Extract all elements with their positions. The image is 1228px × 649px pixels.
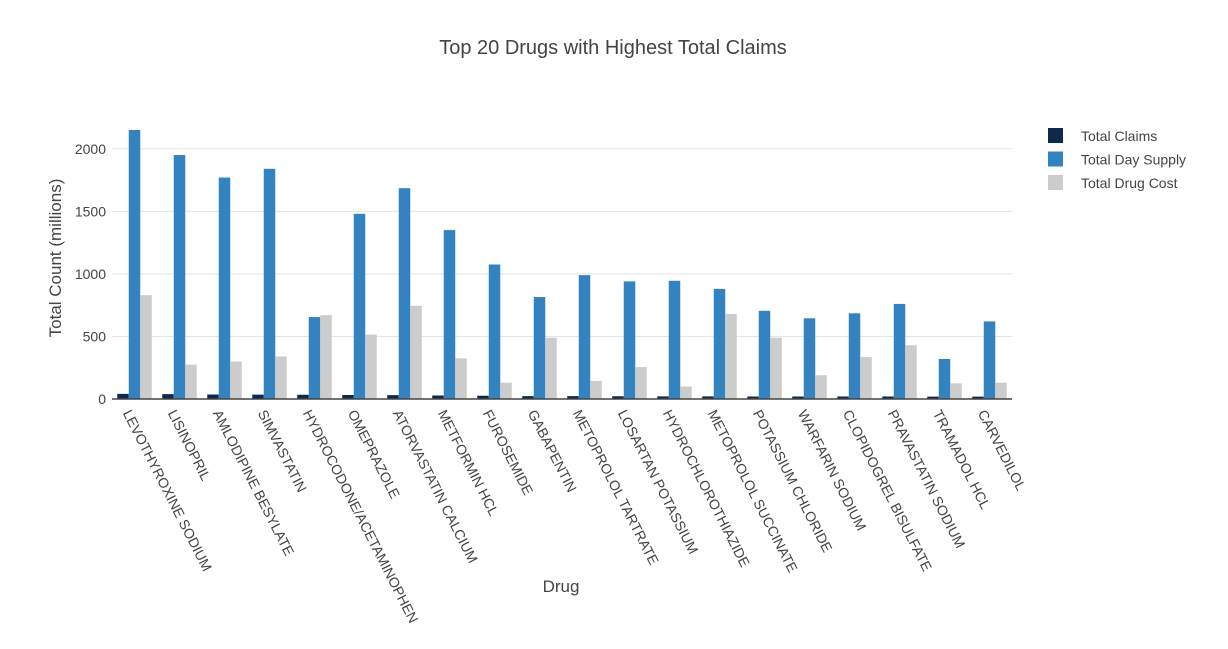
bar — [938, 358, 951, 399]
legend-swatch — [1048, 151, 1063, 167]
bar — [477, 395, 489, 399]
chart-title: Top 20 Drugs with Highest Total Claims — [439, 37, 787, 59]
bar — [522, 396, 534, 399]
bars — [117, 130, 1007, 399]
bar — [770, 337, 782, 399]
y-tick-label: 2000 — [75, 141, 106, 157]
bar — [680, 386, 692, 399]
bar — [713, 288, 726, 399]
x-tick-label: CLOPIDOGREL BISULFATE — [840, 407, 935, 574]
bar — [207, 394, 219, 399]
x-tick-label: POTASSIUM CHLORIDE — [750, 407, 836, 555]
bar — [263, 168, 276, 399]
bar — [623, 281, 636, 399]
bar — [668, 280, 681, 399]
bar — [758, 310, 771, 399]
y-axis-title: Total Count (millions) — [46, 179, 65, 338]
legend-swatch — [1048, 175, 1063, 190]
x-axis-title: Drug — [543, 577, 580, 596]
bar — [815, 375, 827, 399]
bar — [545, 337, 557, 399]
x-tick-label: METOPROLOL TARTRATE — [570, 407, 662, 567]
legend-item[interactable]: Total Claims — [1048, 128, 1157, 144]
bar — [972, 396, 984, 399]
bar — [995, 382, 1007, 399]
bar — [275, 356, 287, 399]
y-tick-label: 500 — [83, 328, 107, 344]
legend-label: Total Day Supply — [1081, 152, 1186, 168]
y-tick-label: 0 — [98, 391, 106, 407]
bar — [725, 313, 737, 399]
bar — [140, 295, 152, 399]
bar — [590, 380, 602, 399]
bar — [117, 393, 129, 399]
bar — [860, 357, 872, 399]
bar — [230, 361, 242, 399]
bar — [387, 395, 399, 399]
bar — [353, 213, 366, 399]
bar — [128, 130, 141, 399]
y-tick-label: 1500 — [75, 203, 106, 219]
bar — [848, 313, 861, 399]
bar — [702, 396, 714, 399]
bar — [983, 321, 996, 399]
bar — [927, 396, 939, 399]
bar — [162, 394, 174, 399]
series-total-day-supply — [128, 130, 996, 399]
bar — [297, 394, 309, 399]
bar — [612, 396, 624, 399]
x-tick-label: LISINOPRIL — [165, 407, 214, 483]
x-tick-label: LEVOTHYROXINE SODIUM — [120, 407, 215, 574]
bar — [837, 396, 849, 399]
bar — [342, 394, 354, 399]
bar — [792, 396, 804, 399]
bar — [893, 303, 906, 399]
legend-item[interactable]: Total Day Supply — [1048, 151, 1186, 168]
bar — [488, 264, 501, 399]
x-tick-label: CARVEDILOL — [975, 407, 1030, 493]
legend-item[interactable]: Total Drug Cost — [1048, 175, 1178, 191]
legend: Total Claims Total Day Supply Total Drug C… — [1048, 128, 1186, 191]
bar — [398, 188, 411, 399]
bar — [443, 230, 456, 399]
series-total-claims — [117, 393, 984, 399]
bar — [635, 367, 647, 399]
legend-swatch — [1048, 128, 1063, 143]
bar — [173, 155, 186, 399]
series-total-drug-cost — [140, 295, 1007, 399]
bar — [218, 177, 231, 399]
bar — [578, 275, 591, 399]
bar — [882, 396, 894, 399]
bar — [500, 382, 512, 399]
x-tick-label: HYDROCHLOROTHIAZIDE — [660, 407, 753, 570]
y-tick-label: 1000 — [75, 266, 106, 282]
legend-label: Total Claims — [1081, 128, 1157, 144]
legend-label: Total Drug Cost — [1081, 175, 1178, 191]
bar — [365, 334, 377, 399]
bar — [657, 396, 669, 399]
bar — [533, 297, 546, 399]
x-tick-label: LOSARTAN POTASSIUM — [615, 407, 702, 556]
bar — [455, 358, 467, 399]
x-tick-label: ATORVASTATIN CALCIUM — [390, 407, 481, 565]
bar — [252, 394, 264, 399]
bar — [320, 315, 332, 399]
bar — [905, 345, 917, 399]
bar — [308, 317, 321, 399]
x-tick-label: AMLODIPINE BESYLATE — [210, 407, 298, 558]
bar — [567, 396, 579, 399]
y-axis: 0 500 1000 1500 2000 — [75, 141, 106, 407]
bar — [432, 395, 444, 399]
bar — [185, 364, 197, 399]
x-tick-label: METOPROLOL SUCCINATE — [705, 407, 801, 575]
bar — [950, 383, 962, 399]
bar — [803, 318, 816, 399]
bar — [410, 305, 422, 399]
bar — [747, 396, 759, 399]
gridlines — [112, 148, 1012, 337]
